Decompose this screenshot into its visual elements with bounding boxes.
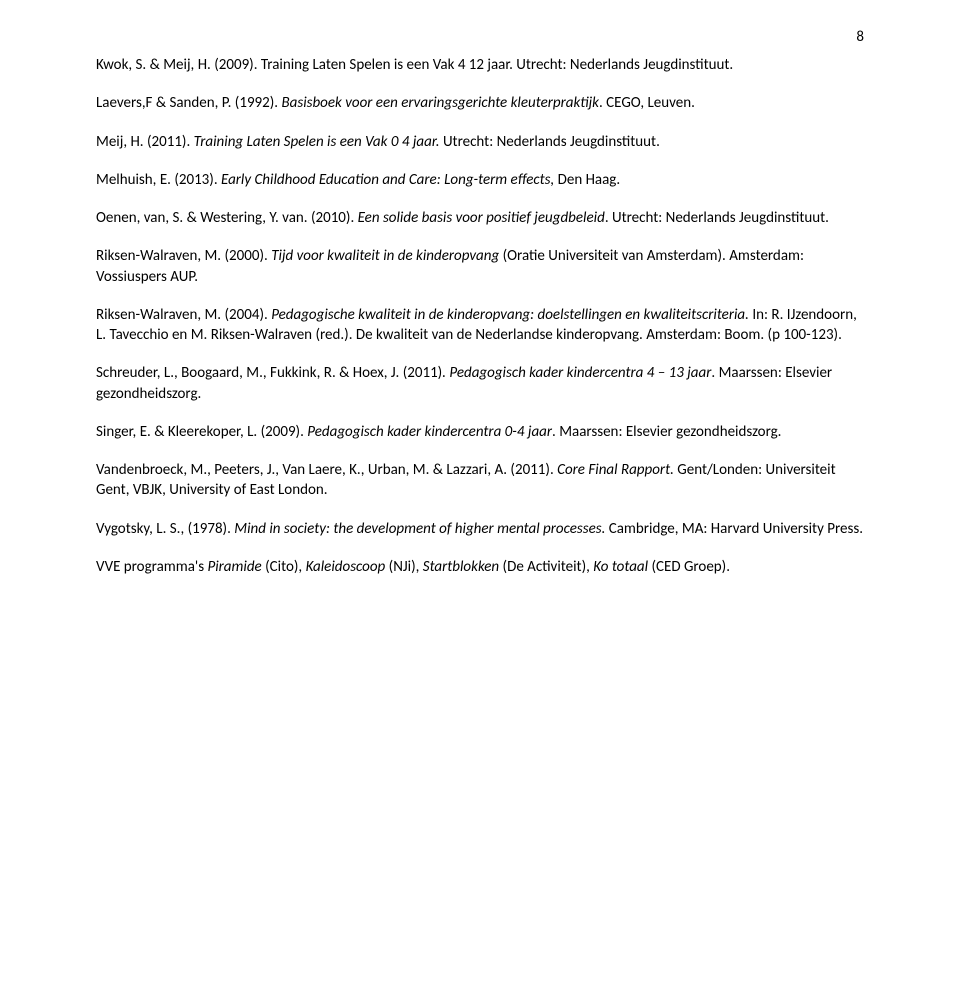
reference-title: Early Childhood Education and Care: Long… [221,171,558,189]
reference-text: Vandenbroeck, M., Peeters, J., Van Laere… [96,461,557,479]
reference-entry: Vandenbroeck, M., Peeters, J., Van Laere… [96,460,864,501]
reference-entry: Vygotsky, L. S., (1978). Mind in society… [96,519,864,539]
reference-text: VVE programma's [96,558,207,576]
reference-text: (De Activiteit), [503,558,594,576]
reference-entry: Singer, E. & Kleerekoper, L. (2009). Ped… [96,422,864,442]
reference-title: Core Final Rapport. [557,461,677,479]
reference-title: Een solide basis voor positief jeugdbele… [358,209,605,227]
reference-entry: Schreuder, L., Boogaard, M., Fukkink, R.… [96,363,864,404]
reference-text: Vygotsky, L. S., (1978). [96,520,234,538]
reference-entry: Oenen, van, S. & Westering, Y. van. (201… [96,208,864,228]
reference-text: (NJi), [389,558,423,576]
reference-text: Laevers,F & Sanden, P. (1992). [96,94,281,112]
reference-title: Piramide [207,558,265,576]
reference-entry: Riksen-Walraven, M. (2000). Tijd voor kw… [96,246,864,287]
reference-title: Mind in society: the development of high… [234,520,608,538]
reference-text: . Utrecht: Nederlands Jeugdinstituut. [605,209,829,227]
reference-title: Startblokken [423,558,503,576]
reference-title: Pedagogische kwaliteit in de kinderopvan… [271,306,752,324]
reference-text: Melhuish, E. (2013). [96,171,221,189]
reference-text: Utrecht: Nederlands Jeugdinstituut. [440,133,660,151]
reference-title: Tijd voor kwaliteit in de kinderopvang [271,247,502,265]
reference-title: Kaleidoscoop [306,558,389,576]
reference-entry: Laevers,F & Sanden, P. (1992). Basisboek… [96,93,864,113]
reference-text: . CEGO, Leuven. [599,94,695,112]
reference-text: Riksen-Walraven, M. (2000). [96,247,271,265]
reference-title: . Pedagogisch kader kindercentra 4 – 13 … [442,364,711,382]
document-page: 8 Kwok, S. & Meij, H. (2009). Training L… [0,0,960,1000]
reference-entry: VVE programma's Piramide (Cito), Kaleido… [96,557,864,577]
reference-text: . Maarssen: Elsevier gezondheidszorg. [552,423,781,441]
reference-title: Pedagogisch kader kindercentra 0-4 jaar [307,423,552,441]
reference-text: Cambridge, MA: Harvard University Press. [609,520,863,538]
reference-text: Kwok, S. & Meij, H. (2009). Training Lat… [96,56,733,74]
references-list: Kwok, S. & Meij, H. (2009). Training Lat… [96,55,864,577]
reference-text: Meij, H. (2011). [96,133,194,151]
reference-title: Ko totaal [593,558,651,576]
reference-title: Basisboek voor een ervaringsgerichte kle… [281,94,599,112]
reference-text: (Cito), [265,558,305,576]
reference-entry: Meij, H. (2011). Training Laten Spelen i… [96,132,864,152]
reference-title: Training Laten Spelen is een Vak 0 4 jaa… [194,133,440,151]
reference-text: Riksen-Walraven, M. (2004). [96,306,271,324]
reference-text: (CED Groep). [651,558,730,576]
page-number: 8 [856,28,864,46]
reference-entry: Riksen-Walraven, M. (2004). Pedagogische… [96,305,864,346]
reference-entry: Melhuish, E. (2013). Early Childhood Edu… [96,170,864,190]
reference-entry: Kwok, S. & Meij, H. (2009). Training Lat… [96,55,864,75]
reference-text: Den Haag. [558,171,621,189]
reference-text: Oenen, van, S. & Westering, Y. van. (201… [96,209,358,227]
reference-text: Singer, E. & Kleerekoper, L. (2009). [96,423,307,441]
reference-text: Schreuder, L., Boogaard, M., Fukkink, R.… [96,364,442,382]
